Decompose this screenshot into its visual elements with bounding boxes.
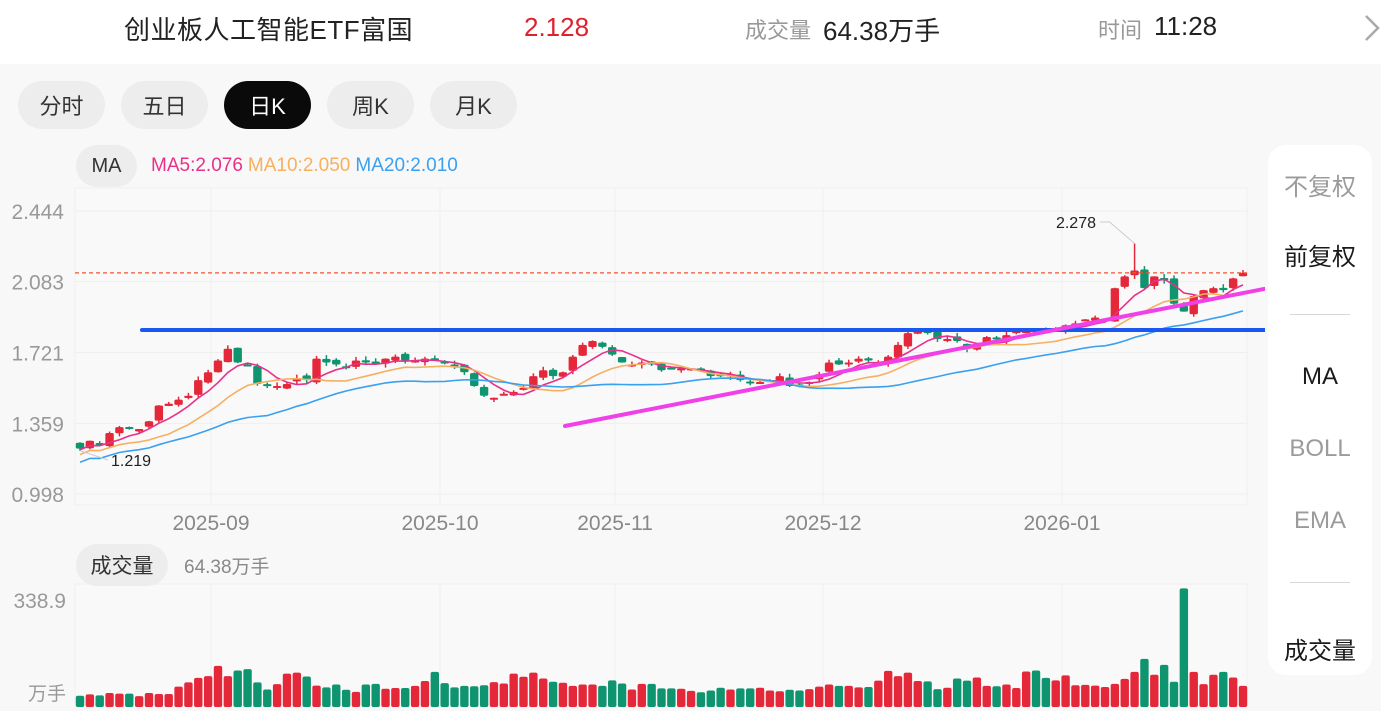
option-no-adjust[interactable]: 不复权 [1284, 174, 1356, 201]
option-ma[interactable]: MA [1302, 363, 1338, 390]
option-volume[interactable]: 成交量 [1284, 638, 1356, 665]
current-price: 2.128 [524, 12, 590, 42]
ma5-value: MA5:2.076 [151, 155, 243, 176]
svg-text:2025-11: 2025-11 [577, 512, 653, 535]
tab-five-day[interactable]: 五日 [121, 81, 208, 129]
ma-indicator-button[interactable]: MA [76, 145, 137, 187]
svg-text:1.359: 1.359 [11, 413, 64, 436]
svg-text:2025-10: 2025-10 [401, 512, 478, 535]
volume-legend: 成交量 64.38万手 [76, 544, 270, 586]
volume-label: 成交量 [745, 18, 812, 43]
fund-title: 创业板人工智能ETF富国 [124, 15, 414, 45]
tab-intraday[interactable]: 分时 [18, 81, 105, 129]
svg-text:1.219: 1.219 [111, 453, 151, 470]
chevron-right-icon[interactable] [1362, 8, 1381, 48]
option-boll[interactable]: BOLL [1289, 435, 1351, 462]
divider [1290, 582, 1350, 583]
svg-text:万手: 万手 [28, 683, 66, 705]
ma20-value: MA20:2.010 [355, 155, 458, 176]
volume-indicator-button[interactable]: 成交量 [76, 544, 168, 586]
svg-text:338.9: 338.9 [13, 590, 66, 613]
option-forward-adjust[interactable]: 前复权 [1284, 244, 1356, 271]
svg-text:2.278: 2.278 [1056, 215, 1096, 232]
volume-value: 64.38万手 [823, 16, 941, 46]
tab-monthly-k[interactable]: 月K [430, 81, 517, 129]
svg-text:2025-09: 2025-09 [172, 512, 249, 535]
tab-weekly-k[interactable]: 周K [327, 81, 414, 129]
time-label: 时间 [1098, 18, 1143, 43]
tab-daily-k[interactable]: 日K [224, 81, 311, 129]
svg-text:2.444: 2.444 [11, 201, 64, 224]
chart-options-panel: 不复权 前复权 MA BOLL EMA 成交量 [1268, 145, 1372, 675]
divider [1290, 314, 1350, 315]
ma10-value: MA10:2.050 [247, 155, 351, 176]
time-value: 11:28 [1154, 11, 1218, 41]
kline-chart[interactable]: 2.444 2.083 1.721 1.359 0.998 2025-09 2025-10 2… [0, 180, 1265, 711]
svg-text:1.721: 1.721 [11, 343, 64, 366]
svg-text:2025-12: 2025-12 [784, 512, 861, 535]
option-ema[interactable]: EMA [1293, 507, 1346, 534]
svg-text:0.998: 0.998 [11, 484, 64, 507]
quote-header: 创业板人工智能ETF富国 2.128 成交量 64.38万手 时间 11:28 [0, 0, 1381, 64]
ma-legend: MA MA5:2.076 MA10:2.050 MA20:2.010 [76, 145, 463, 187]
volume-current-value: 64.38万手 [184, 556, 270, 578]
svg-text:2.083: 2.083 [11, 272, 64, 295]
period-tabs: 分时 五日 日K 周K 月K [18, 81, 517, 129]
svg-text:2026-01: 2026-01 [1023, 512, 1100, 535]
